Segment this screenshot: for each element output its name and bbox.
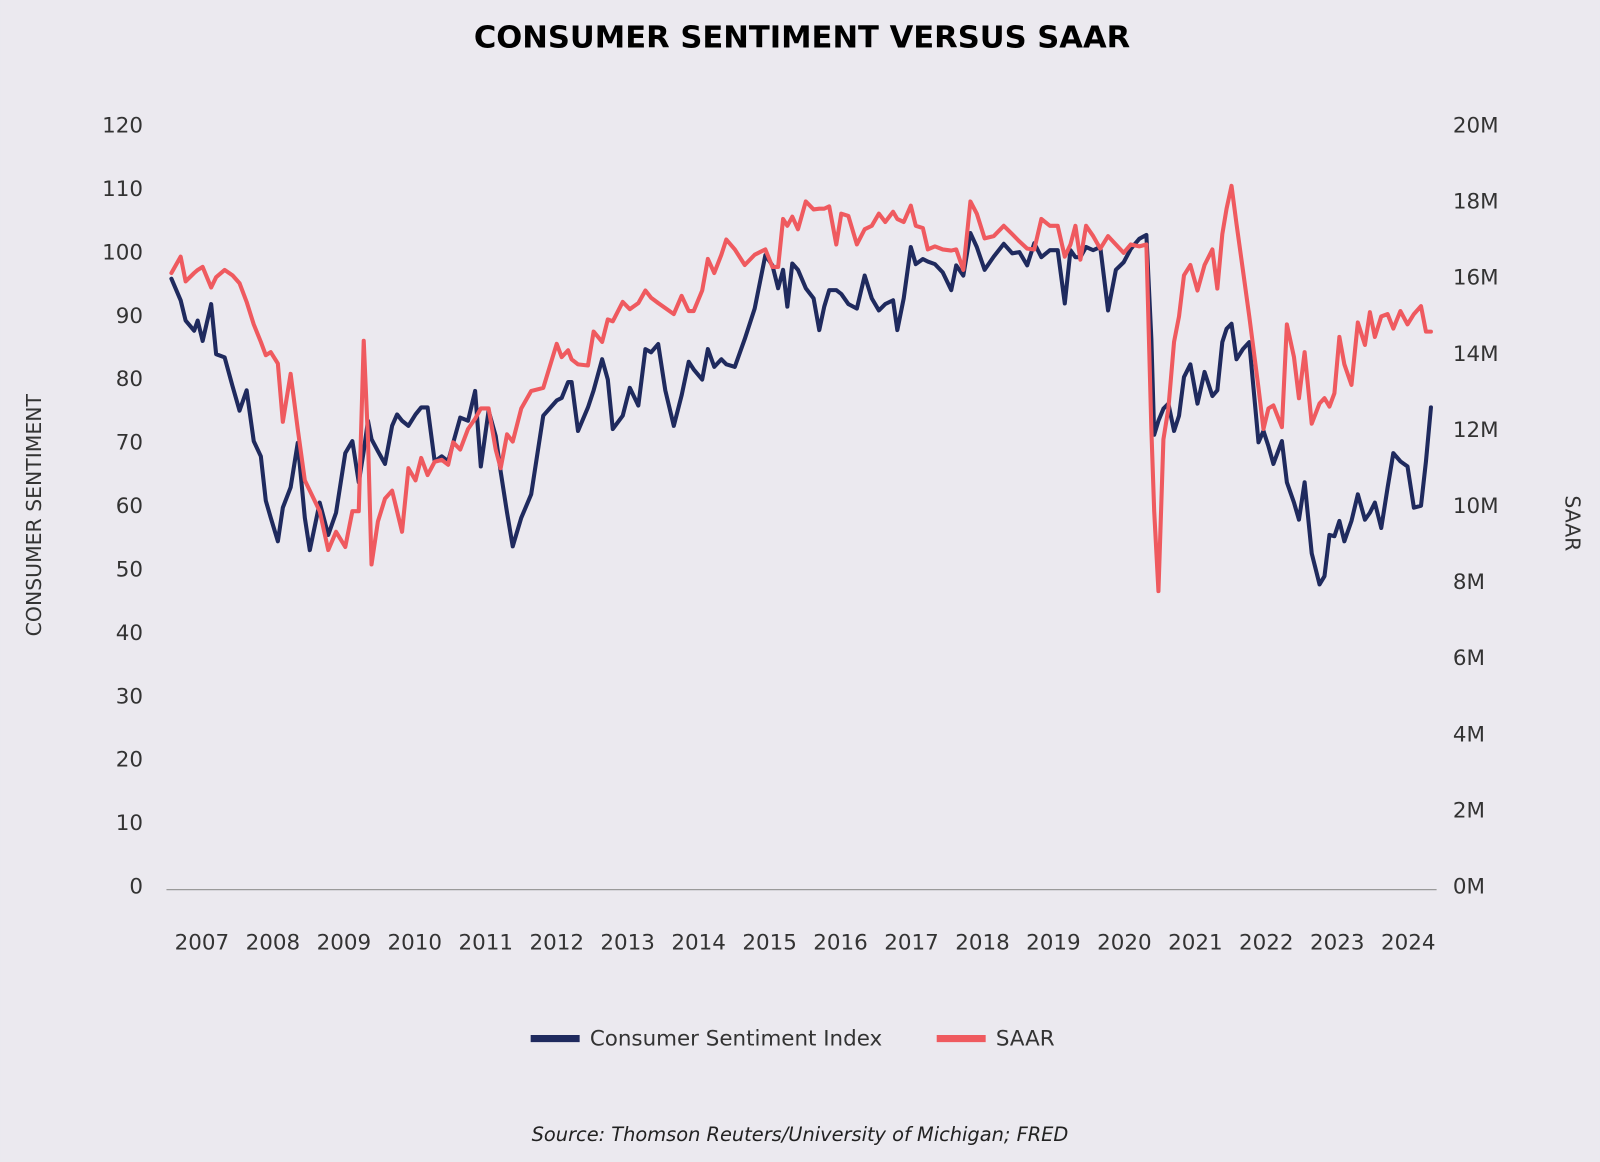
y-tick-label: 0: [129, 875, 143, 900]
x-tick-label: 2020: [1097, 931, 1151, 956]
y2-tick-label: 10M: [1453, 494, 1499, 519]
x-tick-label: 2022: [1239, 931, 1293, 956]
x-tick-label: 2015: [742, 931, 796, 956]
y-tick-label: 20: [116, 748, 143, 773]
x-tick-label: 2013: [600, 931, 654, 956]
x-tick-label: 2021: [1168, 931, 1222, 956]
x-tick-label: 2011: [459, 931, 513, 956]
y2-tick-label: 12M: [1453, 418, 1499, 443]
x-tick-label: 2007: [175, 931, 229, 956]
legend-label: SAAR: [996, 1027, 1055, 1052]
chart-title: CONSUMER SENTIMENT VERSUS SAAR: [474, 20, 1130, 55]
x-tick-label: 2012: [529, 931, 583, 956]
x-tick-label: 2008: [246, 931, 300, 956]
series-line: [169, 183, 1433, 594]
y2-tick-label: 20M: [1453, 114, 1499, 139]
y2-tick-label: 14M: [1453, 342, 1499, 367]
y2-tick-label: 0M: [1453, 875, 1485, 900]
y-tick-label: 70: [116, 431, 143, 456]
y-tick-label: 110: [102, 177, 143, 202]
y2-tick-label: 18M: [1453, 190, 1499, 215]
x-tick-label: 2009: [317, 931, 371, 956]
y-tick-label: 100: [102, 240, 143, 265]
series-line: [169, 231, 1433, 587]
y-tick-label: 90: [116, 304, 143, 329]
x-tick-label: 2024: [1381, 931, 1435, 956]
y2-tick-label: 8M: [1453, 570, 1485, 595]
y2-tick-label: 6M: [1453, 646, 1485, 671]
x-tick-label: 2017: [884, 931, 938, 956]
legend-label: Consumer Sentiment Index: [590, 1027, 882, 1052]
y2-tick-label: 4M: [1453, 722, 1485, 747]
x-tick-label: 2014: [671, 931, 725, 956]
y-tick-label: 40: [116, 621, 143, 646]
y-tick-label: 80: [116, 367, 143, 392]
y2-axis-title: SAAR: [1560, 495, 1584, 551]
y2-tick-label: 16M: [1453, 266, 1499, 291]
y2-tick-label: 2M: [1453, 798, 1485, 823]
y-tick-label: 120: [102, 114, 143, 139]
y-tick-label: 30: [116, 684, 143, 709]
source-note: Source: Thomson Reuters/University of Mi…: [532, 1123, 1069, 1146]
x-tick-label: 2018: [955, 931, 1009, 956]
x-tick-label: 2016: [813, 931, 867, 956]
y-tick-label: 50: [116, 557, 143, 582]
y-tick-label: 60: [116, 494, 143, 519]
x-tick-label: 2023: [1310, 931, 1364, 956]
y-tick-label: 10: [116, 811, 143, 836]
y-axis-title: CONSUMER SENTIMENT: [22, 394, 46, 637]
x-tick-label: 2019: [1026, 931, 1080, 956]
x-tick-label: 2010: [388, 931, 442, 956]
